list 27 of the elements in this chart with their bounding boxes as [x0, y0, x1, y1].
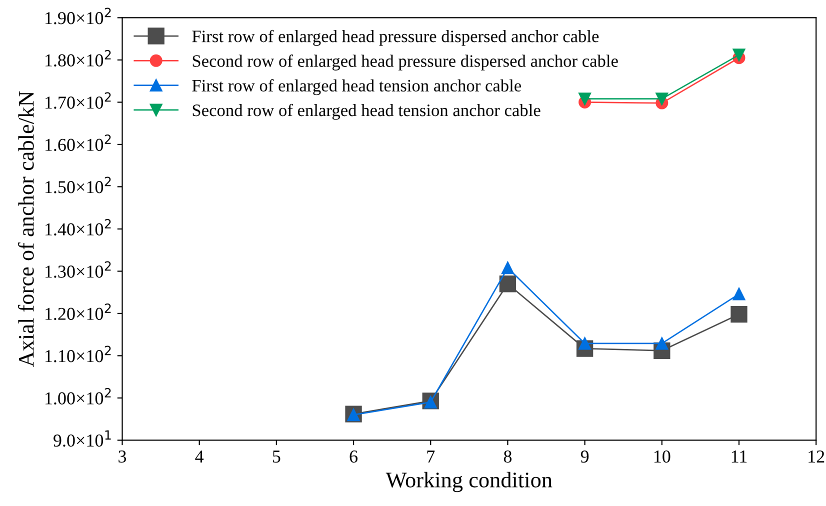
x-tick-label: 5: [272, 450, 280, 463]
x-tick-label: 9: [580, 450, 589, 463]
y-tick-label: 1.20×10$^{2}$: [46, 304, 111, 320]
y-axis-title: Axial force of anchor cable/kN: [18, 91, 34, 367]
x-tick-label: 12: [808, 450, 824, 462]
x-tick-label: 6: [350, 450, 358, 463]
legend-label: First row of enlarged head tension anchor cable: [192, 79, 522, 96]
x-tick-label: 11: [732, 450, 747, 462]
legend-label: First row of enlarged head pressure dispersed anchor cable: [192, 30, 599, 46]
legend-label: Second row of enlarged head pressure dispersed anchor cable: [192, 54, 618, 70]
y-tick-label: 9.0×10$^{1}$: [54, 430, 111, 447]
legend-label: Second row of enlarged head tension anchor cable: [192, 104, 540, 120]
y-tick-label: 1.40×10$^{2}$: [46, 219, 111, 236]
y-tick-label: 1.70×10$^{2}$: [46, 92, 111, 109]
x-tick-label: 10: [654, 450, 670, 463]
y-tick-label: 1.60×10$^{2}$: [46, 134, 111, 152]
x-tick-label: 7: [427, 450, 435, 462]
x-tick-label: 8: [504, 450, 512, 463]
x-tick-label: 4: [195, 450, 204, 462]
y-tick-label: 1.00×10$^{2}$: [46, 388, 111, 405]
x-tick-label: 3: [118, 450, 126, 463]
y-tick-label: 1.10×10$^{2}$: [46, 346, 111, 362]
y-tick-label: 1.80×10$^{2}$: [46, 50, 111, 67]
x-axis-title: Working condition: [386, 472, 552, 492]
y-tick-label: 1.90×10$^{2}$: [46, 8, 111, 24]
y-tick-label: 1.50×10$^{2}$: [46, 176, 111, 194]
y-tick-label: 1.30×10$^{2}$: [46, 261, 111, 278]
